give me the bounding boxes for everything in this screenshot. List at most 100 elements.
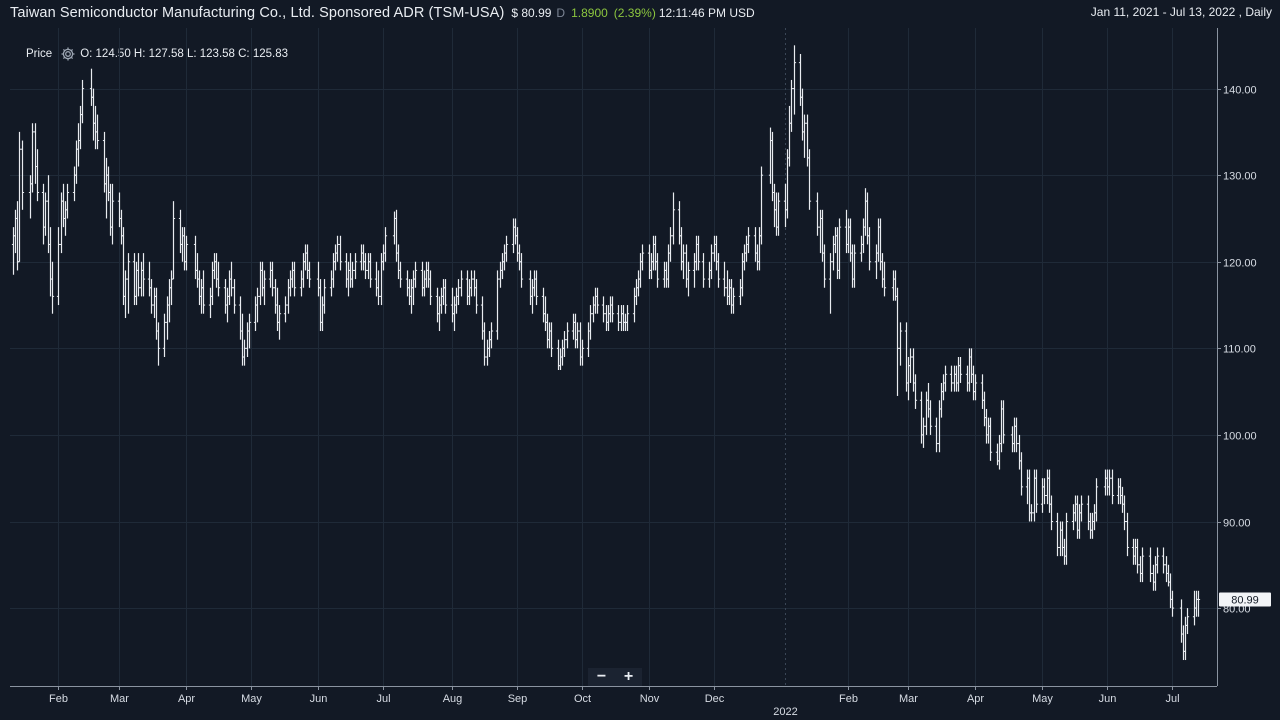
zoom-in-button[interactable]: +	[623, 668, 634, 685]
ohlc-bar	[1120, 486, 1125, 513]
ohlc-bar	[459, 270, 464, 297]
x-tick-label: May	[1032, 693, 1053, 705]
ohlc-bar	[322, 279, 327, 314]
ohlc-bar	[333, 244, 338, 271]
ohlc-bar	[785, 149, 790, 219]
ohlc-bar	[558, 348, 563, 370]
ohlc-bar	[487, 331, 492, 357]
ohlc-bar	[891, 270, 896, 301]
ohlc-bar	[863, 188, 868, 236]
ohlc-bar	[595, 287, 600, 314]
ohlc-bar	[729, 279, 734, 314]
ohlc-bar	[954, 365, 959, 392]
ohlc-bar	[225, 287, 230, 323]
ohlc-bar	[515, 227, 520, 262]
ohlc-bar	[162, 313, 167, 357]
ohlc-bar	[121, 227, 126, 306]
ohlc-bar	[65, 183, 70, 219]
ohlc-bar	[89, 68, 94, 106]
ohlc-bar	[746, 227, 751, 254]
ohlc-bar	[199, 279, 204, 314]
x-tick-label: Dec	[705, 693, 725, 705]
zoom-out-button[interactable]: −	[596, 668, 607, 685]
ohlc-bar	[513, 218, 518, 245]
ohlc-bar	[95, 114, 100, 150]
gear-icon[interactable]	[60, 46, 76, 62]
ohlc-bar	[995, 443, 1000, 466]
ohlc-bar	[262, 270, 267, 306]
ohlc-bar	[772, 183, 777, 228]
year-label: 2022	[773, 706, 797, 718]
ohlc-bar	[318, 279, 323, 332]
ohlc-bar	[420, 261, 425, 297]
ohlc-bar	[632, 287, 637, 323]
ohlc-bar	[1166, 564, 1171, 587]
x-tick-label: Apr	[967, 693, 984, 705]
x-tick-label: Mar	[899, 693, 918, 705]
ohlc-bar	[541, 287, 546, 323]
ohlc-bar	[1012, 417, 1017, 453]
ohlc-bar	[500, 253, 505, 280]
ohlc-bar	[474, 279, 479, 314]
ohlc-bar	[707, 261, 712, 288]
ohlc-bar	[865, 192, 870, 245]
ohlc-bar	[837, 218, 842, 280]
x-tick-label: Jun	[1099, 693, 1117, 705]
ohlc-bar	[634, 279, 639, 306]
ohlc-bar	[988, 417, 993, 461]
ohlc-bar	[422, 270, 427, 297]
ohlc-bar	[939, 382, 944, 418]
ohlc-bar	[774, 192, 779, 236]
security-title: Taiwan Semiconductor Manufacturing Co., …	[10, 5, 505, 21]
ohlc-bar	[722, 261, 727, 297]
ohlc-bar	[13, 209, 18, 254]
ohlc-bar	[924, 391, 929, 435]
ohlc-bar	[277, 305, 282, 340]
ohlc-bar	[1183, 616, 1188, 661]
y-tick-label: 130.00	[1223, 171, 1257, 183]
ohlc-bar	[610, 296, 615, 323]
ohlc-bar	[156, 322, 161, 366]
ohlc-bar	[921, 417, 926, 448]
ohlc-bar	[1017, 434, 1022, 470]
ohlc-bar	[668, 227, 673, 262]
ohlc-bar	[1092, 504, 1097, 531]
ohlc-bar	[331, 253, 336, 288]
ohlc-bar	[835, 227, 840, 280]
ohlc-bar	[43, 192, 48, 236]
ohlc-bar	[275, 287, 280, 332]
ohlc-bar	[260, 261, 265, 297]
ohlc-bar	[738, 279, 743, 306]
ohlc-bar	[171, 201, 176, 280]
ohlc-bar	[681, 244, 686, 280]
ohlc-bar	[255, 287, 260, 323]
ohlc-bar	[288, 270, 293, 297]
ohlc-bar	[405, 270, 410, 297]
x-tick-label: May	[241, 693, 262, 705]
ohlc-bar	[727, 279, 732, 306]
ohlc-bar	[286, 279, 291, 314]
ohlc-bar	[1131, 538, 1136, 565]
ohlc-bar	[56, 227, 61, 306]
ohlc-bar	[1110, 469, 1115, 505]
ohlc-bar	[359, 244, 364, 271]
ohlc-bar	[307, 261, 312, 288]
ohlc-bar	[126, 253, 131, 314]
ohlc-bar	[305, 244, 310, 280]
ohlc-bar	[1155, 547, 1160, 574]
ohlc-bar	[908, 348, 913, 383]
ohlc-bar	[549, 322, 554, 357]
ohlc-bar	[971, 365, 976, 401]
ohlc-bar	[1086, 495, 1091, 531]
ohlc-bar	[117, 192, 122, 228]
ohlc-bar	[413, 261, 418, 288]
date-range[interactable]: Jan 11, 2021 - Jul 13, 2022 , Daily	[1090, 5, 1272, 19]
ohlc-bar	[212, 253, 217, 280]
ohlc-bar	[671, 192, 676, 245]
ohlc-bar	[679, 227, 684, 271]
x-tick-label: Jul	[1165, 693, 1179, 705]
ohlc-bar	[664, 261, 669, 288]
ohlc-bar	[338, 235, 343, 271]
ohlc-bars	[11, 45, 1201, 661]
